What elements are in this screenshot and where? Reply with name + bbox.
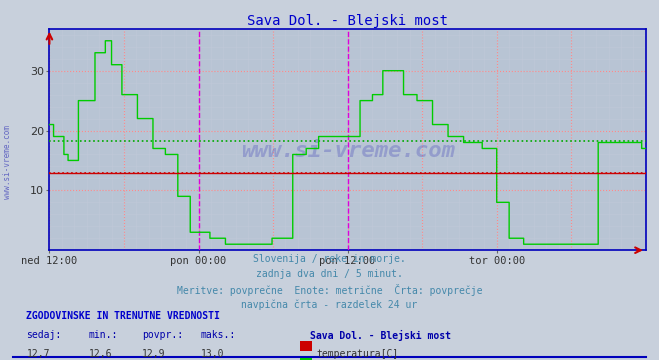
Text: temperatura[C]: temperatura[C] xyxy=(316,349,399,359)
Text: 12,9: 12,9 xyxy=(142,349,165,359)
Text: 12,7: 12,7 xyxy=(26,349,50,359)
Text: www.si-vreme.com: www.si-vreme.com xyxy=(241,140,455,161)
Text: ZGODOVINSKE IN TRENUTNE VREDNOSTI: ZGODOVINSKE IN TRENUTNE VREDNOSTI xyxy=(26,311,220,321)
Title: Sava Dol. - Blejski most: Sava Dol. - Blejski most xyxy=(247,14,448,28)
Text: sedaj:: sedaj: xyxy=(26,330,61,340)
Text: povpr.:: povpr.: xyxy=(142,330,183,340)
Text: Meritve: povprečne  Enote: metrične  Črta: povprečje: Meritve: povprečne Enote: metrične Črta:… xyxy=(177,284,482,296)
Text: 13,0: 13,0 xyxy=(201,349,225,359)
Text: zadnja dva dni / 5 minut.: zadnja dva dni / 5 minut. xyxy=(256,269,403,279)
Text: min.:: min.: xyxy=(89,330,119,340)
Text: www.si-vreme.com: www.si-vreme.com xyxy=(3,125,13,199)
Text: navpična črta - razdelek 24 ur: navpična črta - razdelek 24 ur xyxy=(241,299,418,310)
Text: 12,6: 12,6 xyxy=(89,349,113,359)
Text: Slovenija / reke in morje.: Slovenija / reke in morje. xyxy=(253,254,406,264)
Text: Sava Dol. - Blejski most: Sava Dol. - Blejski most xyxy=(310,330,451,341)
Text: maks.:: maks.: xyxy=(201,330,236,340)
